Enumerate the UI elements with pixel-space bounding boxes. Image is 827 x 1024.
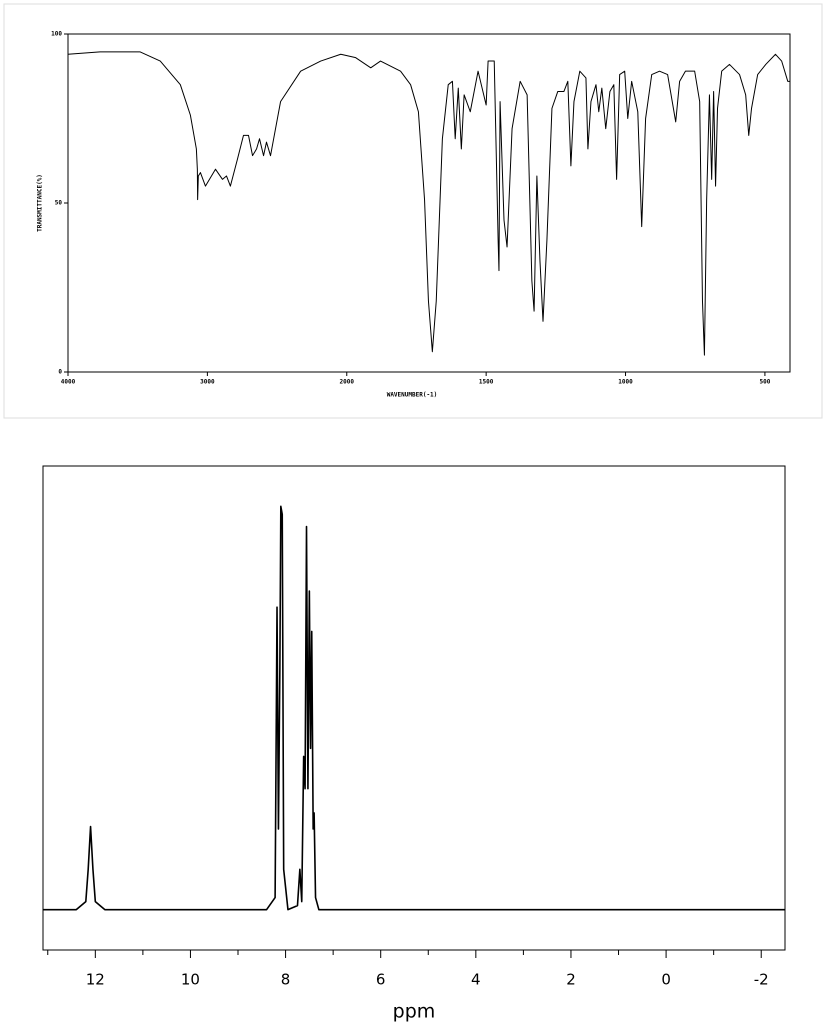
x-tick-label: 12	[86, 971, 105, 989]
spectrum-line	[43, 505, 785, 911]
ir-x-label: WAVENUMBER(-1)	[387, 392, 438, 399]
x-tick-label: 500	[759, 379, 770, 386]
x-tick-label: 10	[181, 971, 200, 989]
x-tick-label: 2000	[340, 379, 355, 386]
y-tick-label: 0	[58, 369, 62, 376]
x-tick-label: 4	[471, 971, 481, 989]
spectrum-line	[67, 51, 790, 356]
plot-frame	[67, 33, 791, 373]
nmr-x-label: ppm	[393, 1001, 436, 1023]
x-tick-label: 1000	[618, 379, 633, 386]
ir-y-label: TRANSMITTANCE(%)	[37, 174, 44, 232]
x-tick-label: 1500	[479, 379, 494, 386]
x-tick-label: 2	[566, 971, 576, 989]
y-tick-label: 100	[51, 31, 62, 38]
x-tick-label: 8	[281, 971, 291, 989]
x-tick-label: 6	[376, 971, 386, 989]
x-tick-label: 0	[661, 971, 671, 989]
plot-frame	[42, 465, 786, 951]
x-tick-label: -2	[754, 971, 769, 989]
x-tick-label: 4000	[61, 379, 76, 386]
y-tick-label: 50	[55, 200, 63, 207]
x-tick-label: 3000	[200, 379, 215, 386]
ir-panel	[3, 3, 823, 419]
